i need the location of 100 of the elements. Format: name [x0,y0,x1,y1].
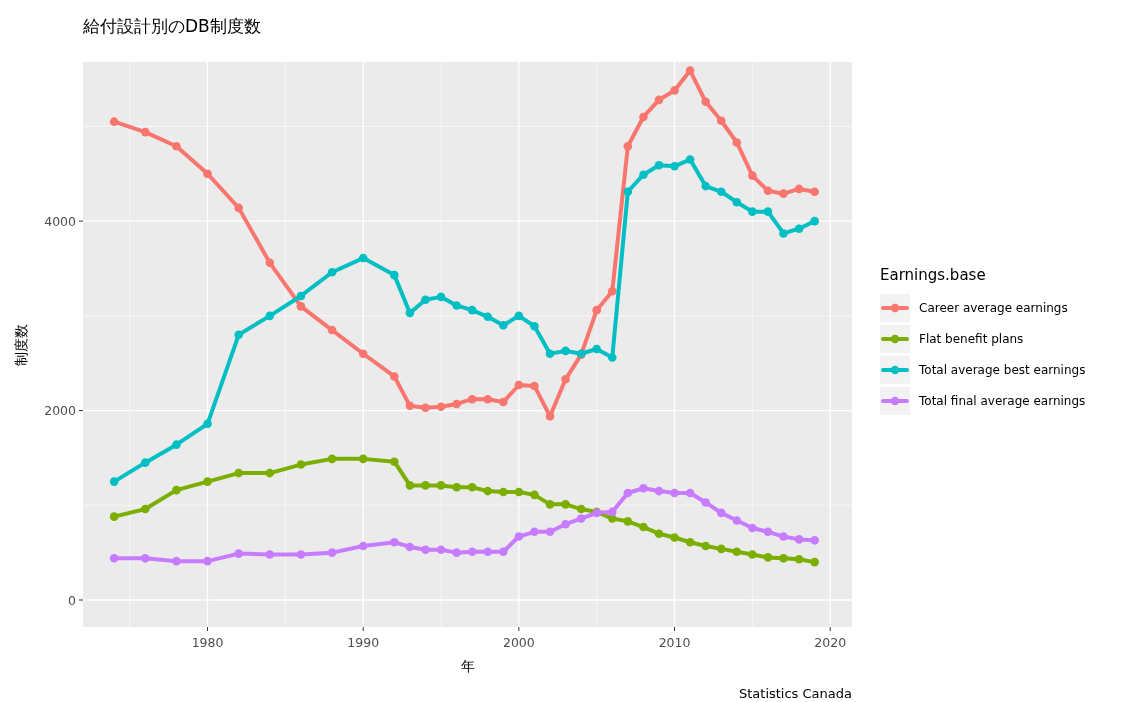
point [685,155,695,164]
point [732,547,742,556]
legend-label: Flat benefit plans [919,332,1024,346]
point [172,440,181,449]
point [109,117,119,126]
text: Statistics Canada [738,686,852,701]
point [701,181,710,191]
point [810,187,819,197]
point [623,187,633,197]
point [265,550,275,559]
point [514,532,524,541]
point [716,187,726,197]
point [654,160,664,170]
point [172,485,181,495]
point [514,487,524,497]
point [514,311,524,321]
point [639,522,648,532]
point [701,498,710,507]
point [436,481,446,490]
point [452,399,461,409]
point [623,488,633,498]
point [592,344,601,354]
point [421,545,430,555]
point [545,527,555,537]
point [716,116,726,126]
point [499,547,508,556]
point [265,311,275,321]
point [685,488,695,498]
point [748,550,757,559]
point [109,512,119,521]
point [763,207,773,216]
point [358,541,368,551]
point [701,97,710,107]
point [607,286,617,296]
point [545,349,555,359]
point [670,161,679,171]
y-axis-title: 制度数 [13,323,29,366]
point [390,372,399,381]
point [763,186,773,196]
point [499,321,508,330]
point [499,397,508,407]
point [390,270,399,280]
point [763,553,773,562]
point [405,481,415,490]
point [810,557,819,567]
point [234,330,243,340]
point [748,523,757,533]
point [685,66,695,75]
point [561,519,570,529]
point [639,112,648,122]
point [421,403,430,413]
point [140,554,150,563]
point [607,507,617,517]
point [421,295,430,305]
point [109,477,119,486]
x-tick-label: 2020 [814,635,847,650]
point [436,545,446,555]
point [639,483,648,493]
x-tick-label: 2000 [502,635,535,650]
point [763,527,773,537]
point [296,550,306,559]
point [779,189,788,198]
point [530,527,539,537]
point [748,207,757,216]
point [140,127,150,137]
y-tick-label: 2000 [44,403,77,419]
point [670,86,679,95]
point [654,95,664,105]
point [405,401,415,411]
point [732,197,742,207]
point [623,142,633,151]
point [732,138,742,147]
point [654,529,664,538]
point [779,532,788,541]
point [654,486,664,496]
point [514,380,524,390]
legend-title: Earnings.base [880,266,986,284]
point [748,171,757,180]
point [670,488,679,498]
point [576,514,586,523]
point [234,549,243,558]
point [530,381,539,391]
point [810,536,819,545]
point [436,402,446,412]
point [794,224,804,234]
point [467,547,477,556]
point [390,457,399,467]
point [452,482,461,492]
point [203,169,212,179]
point [607,353,617,362]
point [327,325,337,335]
point [327,454,337,464]
point [109,554,119,563]
point [794,554,804,564]
point [779,554,788,563]
point [265,468,275,478]
point [405,308,415,318]
point [203,556,212,566]
point [779,229,788,238]
y-tick-label: 0 [68,592,77,608]
